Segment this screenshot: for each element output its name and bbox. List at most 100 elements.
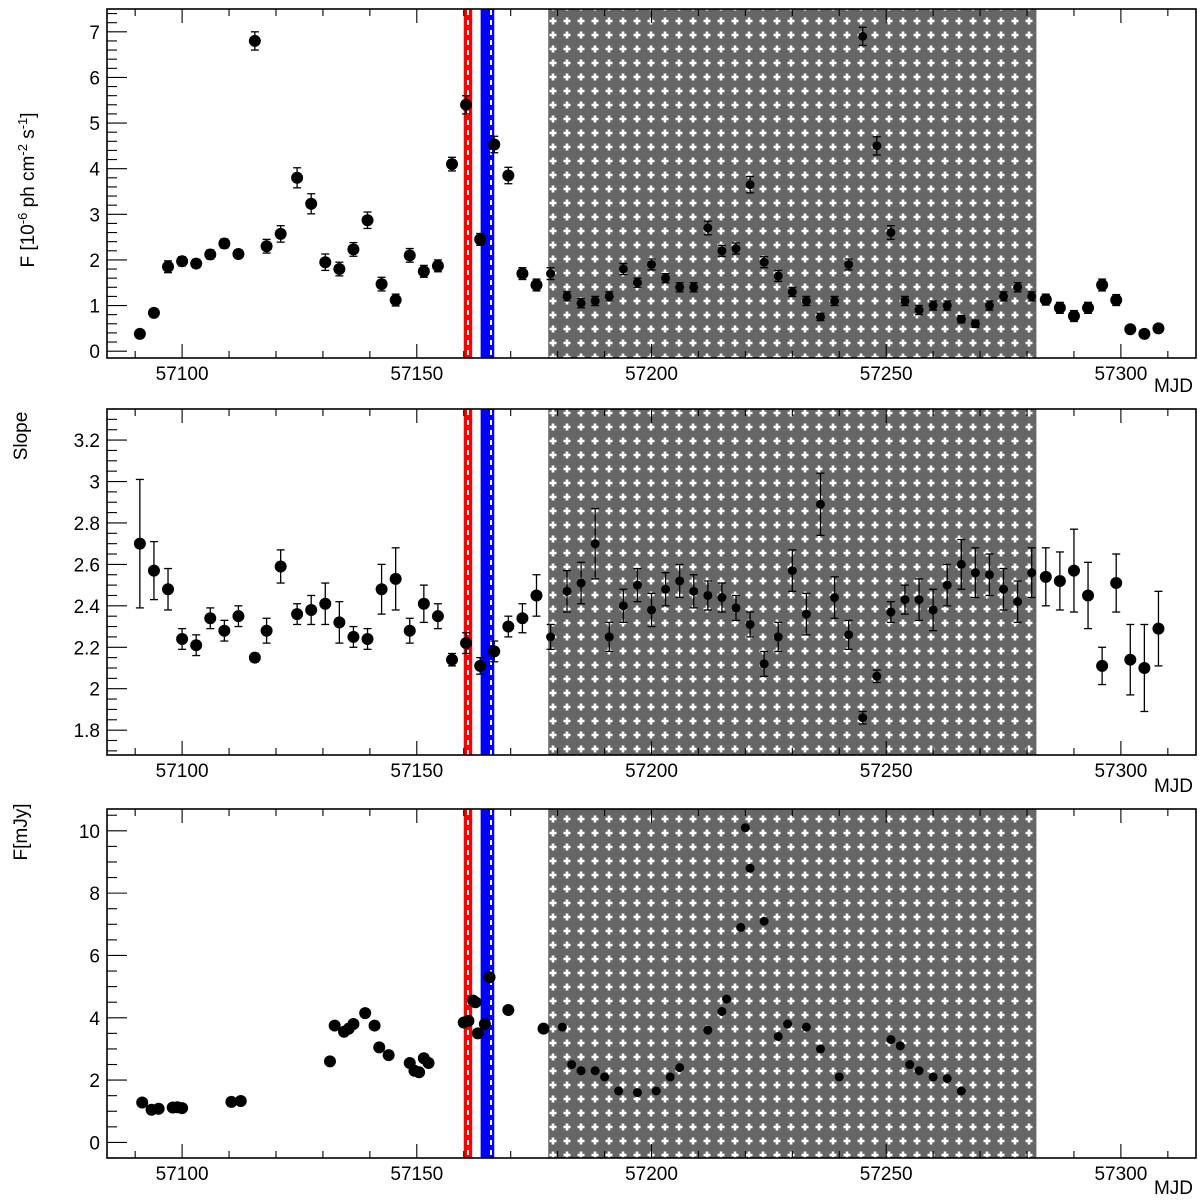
slope-bands — [463, 409, 1037, 755]
slope-ytick-label: 2 — [89, 680, 100, 701]
slope-point-15 — [347, 625, 360, 648]
slope-marker — [176, 632, 189, 645]
slope-marker — [844, 630, 854, 640]
flux-point-11 — [291, 167, 304, 189]
flux-marker — [1082, 301, 1095, 314]
flux-blue-band — [480, 9, 495, 358]
slope-marker — [1110, 577, 1123, 590]
optical-point-36 — [614, 1086, 624, 1096]
optical-marker — [651, 1086, 661, 1096]
slope-point-20 — [417, 584, 430, 624]
slope-point-54 — [900, 584, 910, 615]
slope-marker — [900, 595, 910, 605]
optical-point-55 — [905, 1060, 915, 1070]
slope-red-band — [463, 409, 473, 755]
optical-point-15 — [373, 1041, 386, 1054]
optical-marker — [590, 1066, 600, 1076]
slope-point-8 — [248, 651, 261, 664]
flux-marker — [162, 260, 175, 273]
slope-marker — [291, 608, 304, 621]
flux-point-25 — [488, 135, 501, 154]
slope-marker — [647, 605, 656, 615]
slope-xtick-label: 57300 — [1094, 761, 1147, 782]
flux-point-6 — [218, 237, 231, 250]
slope-point-17 — [375, 563, 388, 615]
flux-gray-band — [548, 9, 1037, 358]
slope-marker — [689, 586, 699, 596]
flux-marker — [274, 227, 287, 240]
optical-marker — [614, 1086, 624, 1096]
optical-point-47 — [759, 916, 769, 926]
optical-marker — [359, 1007, 372, 1020]
slope-marker — [745, 619, 755, 629]
slope-point-61 — [999, 567, 1009, 611]
flux-marker — [886, 228, 896, 238]
flux-point-10 — [274, 225, 287, 243]
slope-marker — [1138, 661, 1151, 674]
slope-ytick-label: 2.4 — [74, 597, 101, 618]
flux-marker — [914, 305, 924, 315]
optical-marker — [759, 916, 769, 926]
flux-marker — [984, 301, 994, 311]
flux-marker — [675, 282, 685, 292]
flux-point-7 — [232, 247, 245, 260]
optical-marker — [413, 1066, 426, 1079]
optical-marker — [483, 971, 496, 984]
slope-point-72 — [1152, 590, 1165, 667]
slope-point-59 — [970, 547, 980, 599]
optical-marker — [136, 1096, 149, 1109]
slope-point-35 — [632, 567, 642, 603]
optical-marker — [675, 1063, 685, 1073]
flux-xtick-label: 57100 — [156, 364, 209, 385]
optical-ytick-label: 2 — [89, 1071, 100, 1092]
flux-point-16 — [361, 211, 374, 230]
optical-marker — [373, 1041, 386, 1054]
flux-marker — [319, 256, 332, 269]
slope-marker — [717, 593, 727, 603]
flux-point-1 — [147, 306, 160, 319]
slope-marker — [446, 653, 459, 666]
flux-point-68 — [1096, 278, 1109, 292]
slope-xtick-label: 57200 — [625, 761, 678, 782]
flux-marker — [1096, 279, 1109, 292]
slope-marker — [872, 671, 882, 681]
slope-point-3 — [176, 627, 189, 650]
flux-marker — [661, 273, 671, 283]
slope-marker — [703, 590, 713, 600]
optical-point-5 — [176, 1102, 189, 1115]
optical-point-38 — [651, 1086, 661, 1096]
flux-marker — [830, 296, 840, 306]
optical-marker — [234, 1094, 247, 1107]
optical-marker — [478, 1018, 491, 1031]
optical-point-49 — [783, 1019, 793, 1029]
slope-marker — [858, 713, 868, 723]
slope-point-42 — [731, 594, 741, 621]
slope-marker — [1039, 570, 1052, 583]
flux-marker — [218, 237, 231, 250]
flux-point-61 — [999, 291, 1009, 302]
flux-marker — [502, 169, 515, 182]
slope-point-62 — [1013, 580, 1023, 624]
flux-marker — [232, 247, 245, 260]
slope-xtick-label: 57150 — [390, 761, 443, 782]
slope-point-52 — [872, 669, 882, 684]
flux-marker — [474, 233, 487, 246]
slope-point-51 — [858, 710, 868, 725]
optical-point-45 — [740, 823, 750, 833]
flux-point-70 — [1124, 323, 1137, 336]
flux-marker — [446, 158, 459, 171]
flux-ytick-label: 3 — [89, 205, 100, 226]
flux-point-71 — [1138, 327, 1151, 340]
flux-marker — [260, 240, 273, 253]
slope-point-67 — [1082, 561, 1095, 630]
flux-point-15 — [347, 241, 360, 257]
optical-point-42 — [717, 1007, 727, 1017]
flux-point-39 — [689, 282, 699, 293]
optical-ytick-label: 8 — [89, 884, 100, 905]
flux-marker — [731, 244, 741, 254]
slope-point-46 — [787, 549, 797, 592]
optical-marker — [323, 1055, 336, 1068]
slope-point-26 — [502, 615, 515, 638]
optical-point-25 — [469, 996, 482, 1009]
flux-point-21 — [431, 259, 444, 273]
